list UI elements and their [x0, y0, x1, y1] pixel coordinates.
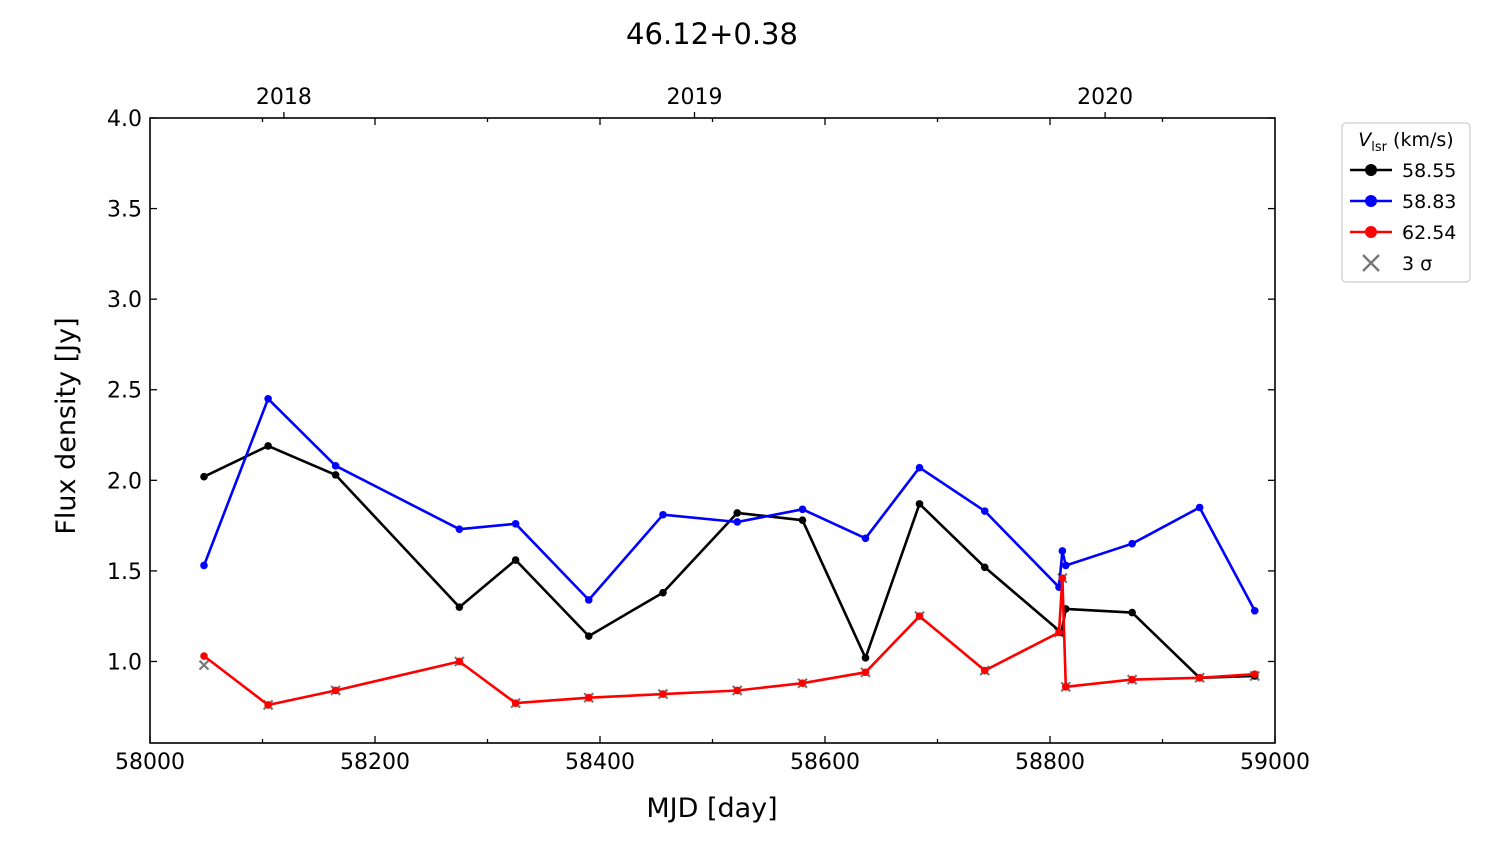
- legend-marker: [1365, 164, 1377, 176]
- data-point: [455, 525, 464, 534]
- data-point: [1128, 675, 1136, 684]
- y-tick-label: 4.0: [107, 107, 142, 132]
- legend-box: [1341, 122, 1471, 283]
- legend-title-subscript: lsr: [1371, 140, 1387, 155]
- data-point: [1250, 606, 1259, 615]
- x-tick-label: 58200: [340, 750, 410, 775]
- x-tick-label: 58600: [790, 750, 860, 775]
- y-tick-label: 3.0: [107, 288, 142, 313]
- data-point: [798, 516, 807, 524]
- data-point: [659, 690, 667, 698]
- year-tick-label: 2020: [1077, 85, 1133, 110]
- data-point: [1055, 628, 1063, 637]
- data-point: [331, 471, 340, 479]
- data-point: [733, 686, 742, 695]
- data-point: [584, 596, 593, 604]
- data-point: [455, 657, 464, 666]
- data-point: [861, 668, 870, 677]
- legend: Vlsr (km/s) 58.55 58.83 62.54 3 σ: [1341, 122, 1471, 283]
- data-point: [1061, 561, 1070, 570]
- legend-title-symbol: V: [1358, 129, 1373, 151]
- axis-ticks: 58000 58200 58400 58600 58800 59000 2018 2019 20…: [107, 85, 1310, 775]
- data-point: [455, 603, 464, 611]
- data-point: [511, 699, 520, 707]
- data-point: [1061, 683, 1070, 691]
- year-tick-label: 2018: [256, 85, 312, 110]
- data-point: [659, 588, 667, 597]
- data-point: [1128, 539, 1136, 548]
- y-tick-label: 2.5: [107, 379, 142, 404]
- data-point: [200, 472, 208, 481]
- legend-label: 62.54: [1402, 222, 1456, 244]
- y-axis-label: Flux density [Jy]: [51, 317, 82, 534]
- y-tick-label: 3.5: [107, 198, 142, 223]
- data-point: [511, 519, 520, 528]
- legend-title-unit: (km/s): [1387, 129, 1454, 151]
- data-point: [331, 462, 340, 470]
- data-point: [798, 679, 807, 688]
- data-point: [1195, 673, 1204, 682]
- sigma3-cross: [198, 659, 210, 671]
- data-point: [980, 507, 989, 515]
- x-tick-label: 59000: [1240, 750, 1310, 775]
- data-point: [980, 563, 989, 572]
- data-point: [861, 654, 870, 662]
- data-point: [264, 701, 272, 709]
- legend-marker: [1365, 226, 1377, 238]
- data-point: [511, 556, 520, 564]
- data-point: [331, 686, 340, 695]
- series-line-58.55: [203, 444, 1255, 680]
- data-point: [733, 518, 742, 526]
- x-tick-label: 58400: [565, 750, 635, 775]
- data-point: [584, 693, 593, 702]
- legend-sigma-marker: [1362, 254, 1380, 272]
- x-axis-label: MJD [day]: [646, 793, 777, 824]
- data-point: [1058, 574, 1067, 582]
- legend-items: 58.55 58.83 62.54 3 σ: [1350, 160, 1456, 275]
- x-tick-label: 58000: [115, 750, 185, 775]
- legend-label: 58.83: [1402, 191, 1456, 213]
- data-point: [200, 561, 208, 570]
- data-point: [1128, 608, 1136, 617]
- data-point: [915, 612, 924, 620]
- data-point: [659, 510, 667, 519]
- series-line-58.83: [202, 397, 1256, 612]
- legend-label: 58.55: [1402, 160, 1456, 182]
- y-tick-label: 2.0: [107, 469, 142, 494]
- data-point: [798, 505, 807, 514]
- data-point: [980, 666, 989, 675]
- series-line-62.54: [203, 576, 1255, 707]
- legend-label-sigma: 3 σ: [1402, 253, 1432, 275]
- data-point: [861, 534, 870, 543]
- legend-marker: [1365, 195, 1377, 207]
- data-point: [915, 500, 924, 508]
- data-point: [200, 652, 208, 660]
- data-point: [733, 509, 742, 517]
- chart-title: 46.12+0.38: [626, 17, 798, 51]
- year-tick-label: 2019: [667, 85, 723, 110]
- data-point: [1250, 670, 1259, 678]
- data-point: [264, 394, 272, 403]
- data-point: [584, 632, 593, 640]
- plot-frame: [149, 117, 1276, 744]
- data-series: [198, 394, 1261, 711]
- y-tick-label: 1.0: [107, 650, 142, 675]
- y-tick-label: 1.5: [107, 560, 142, 585]
- data-point: [915, 463, 924, 472]
- data-point: [1058, 547, 1067, 555]
- x-tick-label: 58800: [1015, 750, 1085, 775]
- data-point: [264, 442, 272, 450]
- data-point: [1195, 503, 1204, 512]
- legend-title: Vlsr (km/s): [1358, 129, 1453, 155]
